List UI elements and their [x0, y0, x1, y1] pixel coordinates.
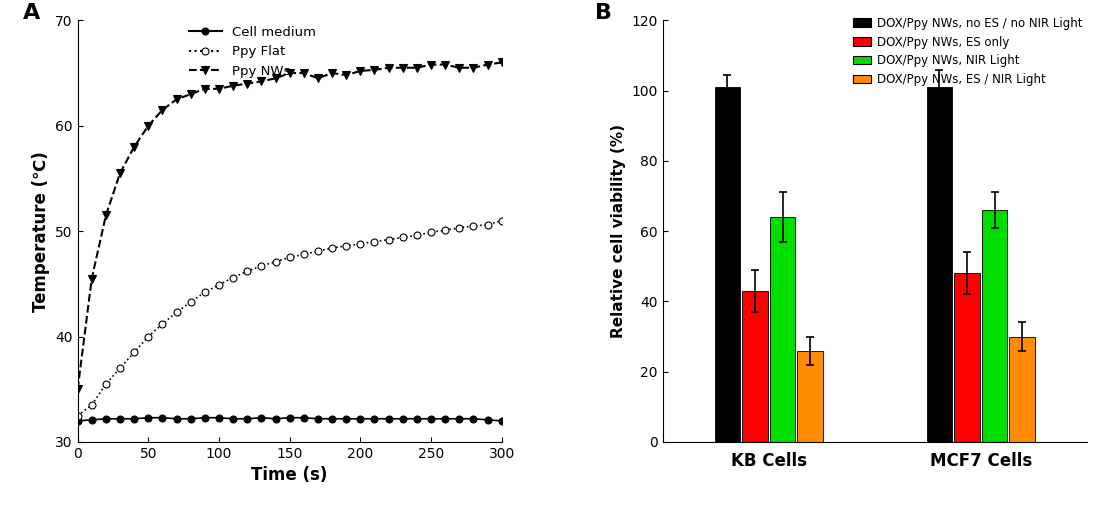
Bar [714, 87, 740, 442]
Bar [797, 351, 823, 442]
Text: A: A [22, 4, 40, 23]
Bar [770, 217, 795, 442]
Bar [955, 273, 979, 442]
Bar [981, 210, 1007, 442]
Legend: DOX/Ppy NWs, no ES / no NIR Light, DOX/Ppy NWs, ES only, DOX/Ppy NWs, NIR Light,: DOX/Ppy NWs, no ES / no NIR Light, DOX/P… [848, 12, 1087, 91]
Bar [1009, 337, 1035, 442]
Bar [742, 291, 767, 442]
Legend: Cell medium, Ppy Flat, Ppy NWs: Cell medium, Ppy Flat, Ppy NWs [184, 20, 322, 83]
Text: B: B [594, 4, 612, 23]
Y-axis label: Temperature (℃): Temperature (℃) [31, 151, 50, 311]
Y-axis label: Relative cell viability (%): Relative cell viability (%) [611, 124, 625, 338]
Bar [927, 87, 953, 442]
X-axis label: Time (s): Time (s) [252, 466, 328, 484]
